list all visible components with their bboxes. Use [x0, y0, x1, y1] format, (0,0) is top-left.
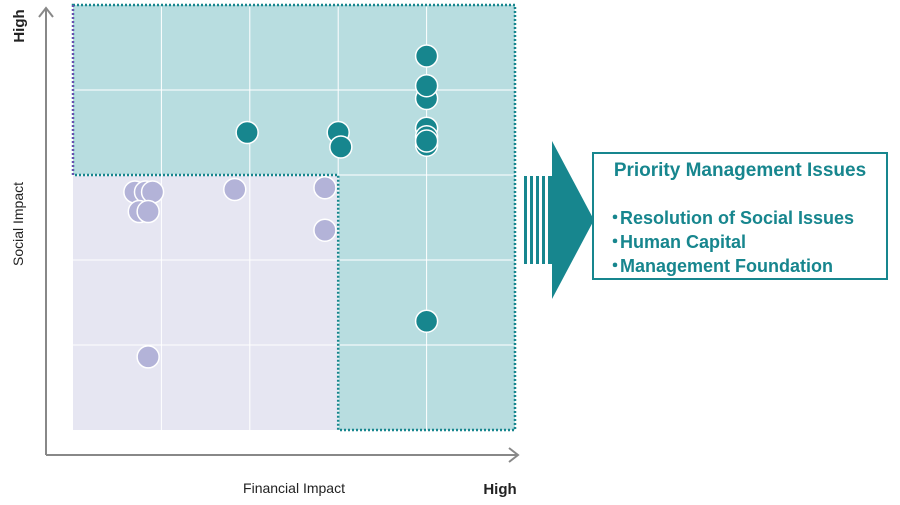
other-point [140, 180, 165, 204]
callout-item: ・Human Capital [606, 230, 854, 254]
callout-item: ・Resolution of Social Issues [606, 206, 854, 230]
priority-point [414, 44, 439, 68]
priority-point [414, 129, 439, 153]
arrow-shaft [548, 176, 554, 264]
arrow-head [552, 141, 594, 299]
callout-item-label: Human Capital [620, 232, 747, 252]
priority-point [235, 120, 259, 145]
callout-title: Priority Management Issues [613, 160, 867, 181]
other-point [313, 176, 337, 200]
zone-borders [71, 3, 517, 432]
priority-callout-box: Priority Management Issues ・Resolution o… [592, 152, 888, 280]
priority-point [414, 74, 439, 98]
callout-item-label: Management Foundation [620, 256, 833, 276]
callout-item: ・Management Foundation [606, 254, 854, 278]
bullet-icon: ・ [606, 232, 624, 252]
arrow-stripe [524, 176, 527, 264]
callout-item-label: Resolution of Social Issues [620, 208, 855, 228]
y-axis-high-label: High [11, 9, 28, 42]
x-axis-high-label: High [483, 481, 516, 498]
arrow-stripe [530, 176, 533, 264]
chart-points [123, 44, 439, 369]
other-point [313, 218, 337, 242]
chart-axes [38, 6, 520, 463]
arrow-stripe [536, 176, 539, 264]
priority-point [414, 309, 439, 333]
priority-arrow-icon [524, 141, 594, 299]
bullet-icon: ・ [606, 208, 624, 228]
bullet-icon: ・ [606, 256, 624, 276]
y-axis-label: Social Impact [10, 182, 26, 266]
other-point [223, 177, 247, 202]
x-axis-label: Financial Impact [243, 480, 345, 496]
other-point [136, 345, 160, 369]
priority-zone [73, 5, 515, 430]
arrow-stripe [542, 176, 545, 264]
x-axis-arrowhead-icon [508, 447, 520, 463]
priority-point [329, 135, 353, 159]
other-point [136, 199, 160, 224]
callout-list: ・Resolution of Social Issues ・Human Capi… [606, 206, 854, 278]
y-axis-arrowhead-icon [38, 6, 54, 18]
